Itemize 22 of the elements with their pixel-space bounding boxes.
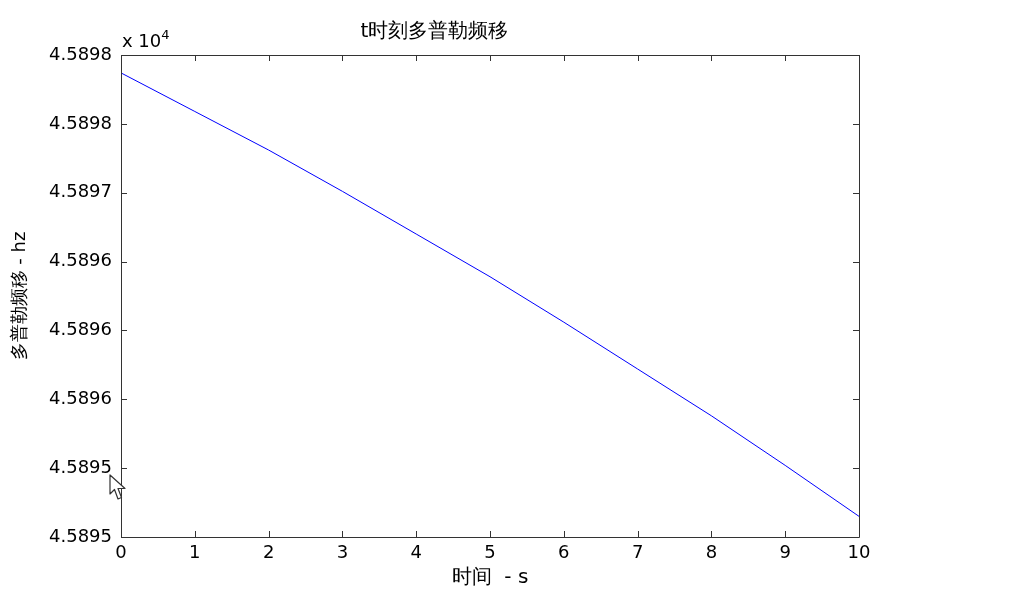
y-axis-title: 多普勒频移 - hz	[8, 231, 30, 361]
x-tick-label: 9	[779, 541, 791, 563]
y-tick-label: 4.5896	[49, 249, 112, 271]
x-tick-label: 4	[410, 541, 422, 563]
x-tick-label: 2	[262, 541, 275, 563]
x-tick-label: 7	[631, 541, 644, 563]
y-tick-label: 4.5895	[49, 524, 112, 546]
y-tick-label: 4.5898	[49, 42, 112, 64]
x-tick-label: 10	[847, 541, 871, 563]
x-tick-label: 5	[484, 541, 496, 563]
x-tick-label: 1	[189, 541, 201, 563]
y-tick-label: 4.5897	[49, 180, 112, 202]
y-tick-label: 4.5898	[49, 111, 112, 133]
x-axis-title: 时间 - s	[451, 564, 529, 589]
y-tick-label: 4.5896	[49, 318, 112, 340]
x-tick-label: 8	[705, 541, 718, 563]
y-tick-label: 4.5895	[49, 455, 112, 477]
y-tick-label: 4.5896	[49, 386, 112, 408]
x-tick-label: 6	[558, 541, 570, 563]
x-tick-label: 3	[336, 541, 349, 563]
x-tick-label: 0	[115, 541, 127, 563]
chart-title: t时刻多普勒频移	[360, 18, 509, 43]
